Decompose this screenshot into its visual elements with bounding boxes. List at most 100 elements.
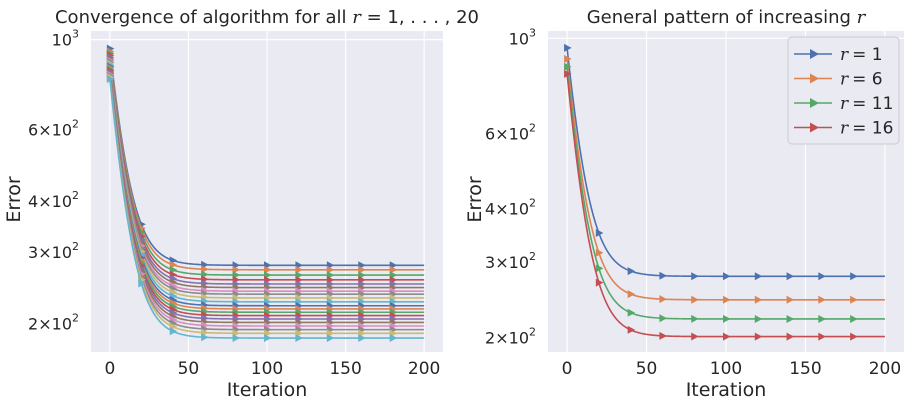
y-tick-exponent: 2: [529, 197, 536, 210]
data-point-marker: [627, 290, 636, 299]
y-tick-exponent: 3: [529, 26, 536, 39]
legend-entry-label: r = 16: [840, 119, 893, 139]
y-tick-mantissa: 3×: [28, 243, 52, 262]
chart-title-variable: r: [857, 7, 867, 28]
data-point-marker: [723, 332, 731, 341]
legend-entry-variable: r: [840, 45, 849, 65]
data-point-marker: [295, 334, 303, 343]
y-tick-exponent: 2: [529, 326, 536, 339]
data-point-marker: [295, 265, 303, 274]
data-point-marker: [326, 334, 335, 343]
data-point-marker: [850, 332, 858, 341]
legend-marker: [810, 98, 819, 108]
y-tick-mantissa: 2×: [485, 329, 509, 348]
data-point-marker: [754, 332, 763, 341]
x-tick-label: 150: [329, 359, 361, 379]
y-axis-label: Error: [464, 176, 486, 223]
y-tick-base: 10: [52, 192, 72, 211]
y-tick-label: 6×102: [485, 121, 536, 143]
y-tick-base: 10: [52, 243, 72, 262]
data-point-marker: [627, 325, 636, 334]
legend-marker: [810, 122, 819, 133]
data-point-marker: [850, 272, 858, 281]
data-point-marker: [564, 54, 572, 63]
legend-entry-value: = 1: [852, 45, 882, 65]
x-tick-label: 200: [408, 359, 440, 379]
y-tick-label: 103: [52, 28, 79, 50]
legend-entry-variable: r: [840, 119, 849, 139]
data-point-marker: [659, 271, 667, 280]
y-tick-base: 10: [52, 31, 72, 50]
data-point-marker: [818, 295, 826, 304]
y-tick-mantissa: 6×: [485, 124, 509, 143]
data-point-marker: [786, 332, 795, 341]
y-tick-base: 10: [509, 253, 529, 272]
data-point-marker: [389, 265, 398, 274]
y-tick-mantissa: 3×: [485, 253, 509, 272]
x-tick-label: 50: [636, 359, 658, 379]
y-tick-base: 10: [509, 29, 529, 48]
data-point-marker: [595, 248, 604, 257]
y-tick-mantissa: 2×: [28, 314, 52, 333]
x-axis-label: Iteration: [227, 379, 308, 401]
data-point-marker: [358, 334, 366, 343]
y-tick-label: 3×102: [485, 250, 536, 272]
chart-title-text: General pattern of increasing: [587, 7, 857, 28]
y-tick-base: 10: [52, 121, 72, 140]
y-tick-label: 6×102: [28, 118, 79, 140]
chart-title-text: Convergence of algorithm for all: [55, 7, 352, 28]
legend: r = 1r = 6r = 11r = 16: [787, 36, 900, 145]
data-point-marker: [595, 229, 604, 238]
y-tick-base: 10: [52, 314, 72, 333]
y-tick-mantissa: 4×: [28, 192, 52, 211]
data-point-marker: [850, 295, 858, 304]
data-point-marker: [358, 265, 366, 274]
data-point-marker: [754, 272, 763, 281]
data-point-marker: [723, 314, 731, 323]
x-tick-label: 100: [251, 359, 283, 379]
data-point-marker: [564, 43, 572, 52]
data-point-marker: [659, 295, 667, 304]
x-tick-label: 100: [710, 359, 742, 379]
data-point-marker: [754, 314, 763, 323]
data-point-marker: [564, 69, 572, 78]
chart-title-variable: r: [352, 7, 362, 28]
data-point-marker: [786, 295, 795, 304]
data-point-marker: [264, 265, 272, 274]
y-tick-mantissa: 4×: [485, 200, 509, 219]
legend-marker: [810, 49, 819, 59]
chart-title: General pattern of increasing r: [587, 7, 867, 28]
data-point-marker: [754, 295, 763, 304]
y-tick-base: 10: [509, 329, 529, 348]
data-point-marker: [169, 260, 178, 269]
legend-entry-label: r = 11: [840, 94, 893, 114]
y-tick-exponent: 3: [72, 28, 79, 41]
data-point-marker: [786, 314, 795, 323]
y-tick-label: 2×102: [28, 311, 79, 333]
data-point-marker: [723, 295, 731, 304]
chart-panel-2: 0 50 100 150 2001036×1024×1023×1022×102Itera…: [464, 7, 904, 401]
x-tick-label: 50: [178, 359, 200, 379]
data-point-marker: [169, 327, 178, 336]
x-tick-label: 0: [562, 359, 573, 379]
y-tick-label: 3×102: [28, 240, 79, 262]
y-tick-base: 10: [509, 200, 529, 219]
x-tick-label: 200: [869, 359, 901, 379]
y-tick-label: 2×102: [485, 326, 536, 348]
y-tick-exponent: 2: [72, 240, 79, 253]
data-point-marker: [818, 332, 826, 341]
data-point-marker: [627, 308, 636, 317]
data-point-marker: [786, 272, 795, 281]
y-tick-exponent: 2: [72, 189, 79, 202]
y-tick-exponent: 2: [529, 121, 536, 134]
x-tick-label: 150: [789, 359, 821, 379]
data-point-marker: [264, 334, 272, 343]
y-tick-exponent: 2: [72, 118, 79, 131]
legend-entry-variable: r: [840, 94, 849, 114]
legend-entry-label: r = 6: [840, 70, 883, 90]
data-point-marker: [627, 267, 636, 276]
data-point-marker: [326, 265, 335, 274]
y-tick-exponent: 2: [529, 250, 536, 263]
